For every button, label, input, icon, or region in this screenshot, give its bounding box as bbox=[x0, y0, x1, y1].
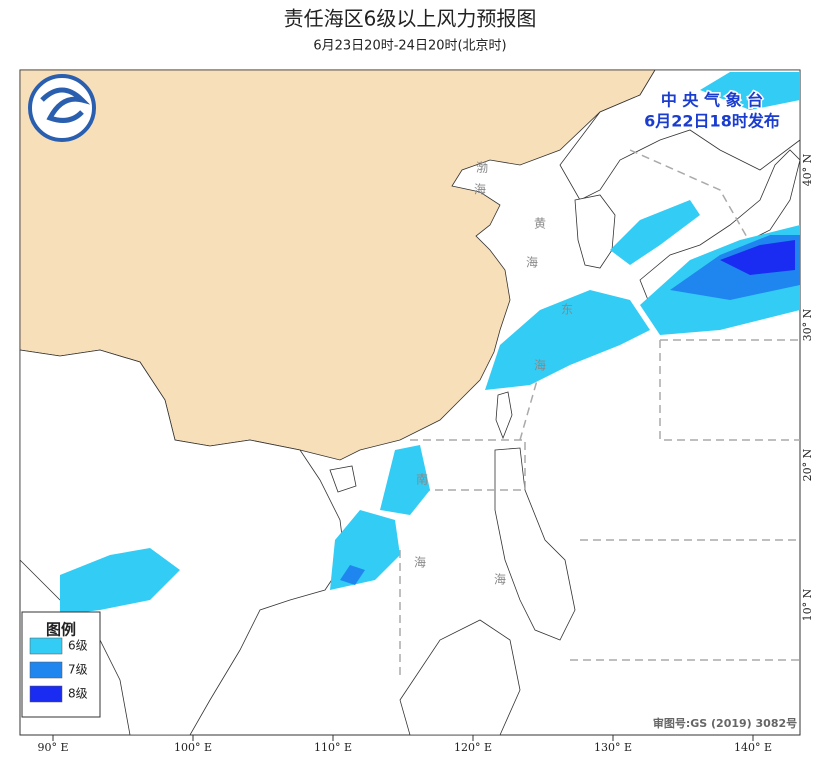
wind-6 bbox=[610, 200, 700, 265]
wind-areas bbox=[60, 72, 800, 615]
logo-ring bbox=[28, 74, 96, 142]
wind-7 bbox=[340, 565, 365, 585]
sea-label: 黄 bbox=[534, 217, 546, 231]
taiwan bbox=[495, 391, 513, 440]
lat-label: 10° N bbox=[801, 588, 814, 621]
sea-label: 南 bbox=[416, 472, 428, 487]
borneo bbox=[399, 619, 521, 736]
philippines bbox=[494, 447, 576, 641]
logo-mark bbox=[40, 87, 91, 123]
subtitle: 6月23日20时-24日20时(北京时) bbox=[313, 39, 506, 54]
legend: 图例 6级 7级 8级 bbox=[21, 611, 101, 718]
legend-swatch bbox=[29, 637, 63, 655]
wind-6 bbox=[380, 445, 430, 515]
land bbox=[19, 69, 801, 736]
issuer-name: 中 央 气 象 台 bbox=[661, 91, 763, 110]
lat-label: 20° N bbox=[801, 448, 814, 481]
wind-6 bbox=[485, 290, 650, 390]
lat-label: 40° N bbox=[801, 153, 814, 186]
legend-label: 8级 bbox=[68, 687, 88, 701]
sea-label: 渤 bbox=[476, 161, 488, 175]
lon-label: 130° E bbox=[594, 741, 632, 754]
wind-8 bbox=[720, 240, 795, 275]
lon-label: 110° E bbox=[314, 741, 352, 754]
legend-swatch bbox=[29, 685, 63, 703]
hainan bbox=[329, 465, 357, 493]
lon-label: 90° E bbox=[37, 741, 68, 754]
lon-label: 120° E bbox=[454, 741, 492, 754]
logo bbox=[28, 74, 96, 142]
area-line bbox=[410, 439, 526, 491]
lon-label: 140° E bbox=[734, 741, 772, 754]
wind-6 bbox=[700, 72, 800, 110]
korea bbox=[574, 194, 616, 269]
area-line bbox=[659, 340, 800, 441]
issuer-time: 6月22日18时发布 bbox=[644, 112, 780, 131]
legend-title: 图例 bbox=[46, 621, 76, 639]
sea-label: 海 bbox=[494, 572, 506, 587]
lon-label: 100° E bbox=[174, 741, 212, 754]
legend-label: 7级 bbox=[68, 663, 88, 677]
sea-label: 海 bbox=[526, 255, 538, 270]
wind-6 bbox=[60, 548, 180, 615]
sea-label: 东 bbox=[561, 303, 573, 317]
sea-label: 海 bbox=[414, 555, 426, 570]
sea-areas bbox=[399, 149, 800, 680]
legend-swatch bbox=[29, 661, 63, 679]
lat-label: 30° N bbox=[801, 308, 814, 341]
area-line bbox=[629, 149, 761, 261]
sea-label: 海 bbox=[534, 358, 546, 373]
sea-label: 海 bbox=[474, 182, 486, 197]
title: 责任海区6级以上风力预报图 bbox=[284, 7, 537, 31]
map-number: 审图号:GS (2019) 3082号 bbox=[653, 716, 797, 730]
legend-label: 6级 bbox=[68, 639, 88, 653]
